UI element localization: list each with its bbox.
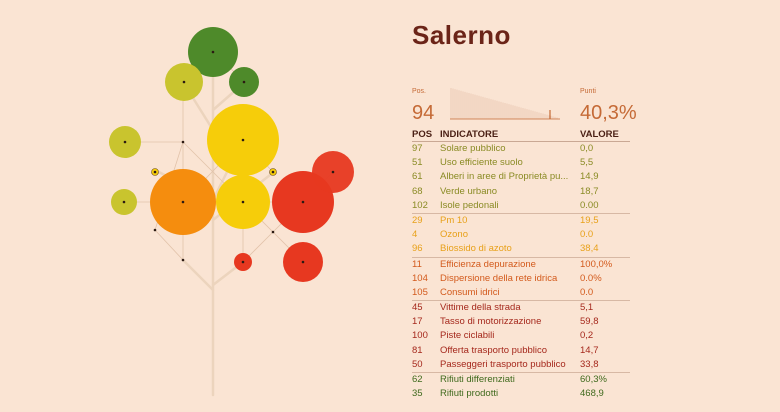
node-dots xyxy=(122,50,335,264)
row-value: 60,3% xyxy=(580,374,607,385)
row-value: 0.00 xyxy=(580,199,599,211)
row-pos: 105 xyxy=(412,286,428,298)
row-pos: 51 xyxy=(412,157,423,169)
table-row: 45 Vittime della strada 5,1 xyxy=(412,300,630,315)
row-value: 19,5 xyxy=(580,214,599,226)
table-row: 105 Consumi idrici 0.0 xyxy=(412,286,630,300)
row-pos: 97 xyxy=(412,143,423,154)
row-pos: 68 xyxy=(412,185,423,197)
tree-chart xyxy=(109,27,354,397)
row-pos: 104 xyxy=(412,272,428,284)
table-row: 17 Tasso di motorizzazione 59,8 xyxy=(412,315,630,329)
header-indicator: INDICATORE xyxy=(440,129,499,140)
table-row: 62 Rifiuti differenziati 60,3% xyxy=(412,372,630,387)
row-indicator: Piste ciclabili xyxy=(440,330,495,342)
row-value: 14,9 xyxy=(580,171,599,183)
row-pos: 45 xyxy=(412,302,423,314)
row-pos: 102 xyxy=(412,199,428,211)
header-pos: POS xyxy=(412,129,433,140)
row-value: 5,1 xyxy=(580,302,594,314)
row-indicator: Biossido di azoto xyxy=(440,243,512,255)
row-value: 100,0% xyxy=(580,258,613,270)
header-divider xyxy=(412,141,630,142)
row-indicator: Dispersione della rete idrica xyxy=(440,272,558,284)
row-indicator: Vittime della strada xyxy=(440,302,521,314)
table-row: 35 Rifiuti prodotti 468,9 xyxy=(412,387,630,401)
table-row: 100 Piste ciclabili 0,2 xyxy=(412,329,630,343)
row-indicator: Rifiuti prodotti xyxy=(440,388,499,400)
city-title: Salerno xyxy=(412,20,511,50)
row-value: 0,0 xyxy=(580,143,594,154)
row-value: 0.0 xyxy=(580,286,594,298)
table-row: 61 Alberi in aree di Proprietà pu... 14,9 xyxy=(412,170,630,184)
row-value: 59,8 xyxy=(580,316,599,328)
row-indicator: Consumi idrici xyxy=(440,286,500,298)
row-indicator: Passeggeri trasporto pubblico xyxy=(440,358,566,370)
row-value: 38,4 xyxy=(580,243,599,255)
row-value: 18,7 xyxy=(580,185,599,197)
indicator-table: 97 Solare pubblico 0,0 51 Uso efficiente suo… xyxy=(412,142,630,401)
row-indicator: Rifiuti differenziati xyxy=(440,374,515,385)
row-pos: 11 xyxy=(412,258,422,270)
row-value: 5,5 xyxy=(580,157,594,169)
table-row: 4 Ozono 0.0 xyxy=(412,228,630,242)
row-indicator: Solare pubblico xyxy=(440,143,506,154)
table-row: 97 Solare pubblico 0,0 xyxy=(412,142,630,156)
row-pos: 17 xyxy=(412,316,423,328)
table-row: 81 Offerta trasporto pubblico 14,7 xyxy=(412,344,630,358)
row-indicator: Verde urbano xyxy=(440,185,498,197)
row-value: 0,2 xyxy=(580,330,594,342)
row-indicator: Pm 10 xyxy=(440,214,468,226)
row-pos: 81 xyxy=(412,344,423,356)
table-row: 51 Uso efficiente suolo 5,5 xyxy=(412,156,630,170)
row-pos: 61 xyxy=(412,171,423,183)
table-row: 11 Efficienza depurazione 100,0% xyxy=(412,256,630,272)
table-row: 104 Dispersione della rete idrica 0.0% xyxy=(412,272,630,286)
row-pos: 50 xyxy=(412,358,423,370)
row-indicator: Isole pedonali xyxy=(440,199,499,211)
row-indicator: Efficienza depurazione xyxy=(440,258,536,270)
table-row: 29 Pm 10 19,5 xyxy=(412,212,630,228)
table-row: 96 Biossido di azoto 38,4 xyxy=(412,242,630,256)
pos-value: 94 xyxy=(412,102,435,124)
row-indicator: Uso efficiente suolo xyxy=(440,157,523,169)
row-indicator: Tasso di motorizzazione xyxy=(440,316,542,328)
row-pos: 29 xyxy=(412,214,423,226)
rank-sparkline xyxy=(450,88,560,120)
row-pos: 62 xyxy=(412,374,423,385)
table-row: 102 Isole pedonali 0.00 xyxy=(412,199,630,213)
indicator-circles xyxy=(109,27,354,282)
row-pos: 4 xyxy=(412,229,418,241)
row-pos: 35 xyxy=(412,388,423,400)
points-label: Punti xyxy=(580,88,596,95)
row-value: 14,7 xyxy=(580,344,599,356)
row-value: 468,9 xyxy=(580,388,604,400)
row-value: 0.0% xyxy=(580,272,602,284)
row-indicator: Offerta trasporto pubblico xyxy=(440,344,548,356)
header-value: VALORE xyxy=(580,129,619,140)
row-pos: 100 xyxy=(412,330,428,342)
row-value: 0.0 xyxy=(580,229,594,241)
row-indicator: Ozono xyxy=(440,229,468,241)
row-pos: 96 xyxy=(412,243,423,255)
table-row: 68 Verde urbano 18,7 xyxy=(412,185,630,199)
city-panel: Salerno Pos. 94 Punti 40,3% POS INDICATO… xyxy=(412,0,780,412)
row-indicator: Alberi in aree di Proprietà pu... xyxy=(440,171,569,183)
table-row: 50 Passeggeri trasporto pubblico 33,8 xyxy=(412,358,630,372)
points-value: 40,3% xyxy=(580,102,637,124)
row-value: 33,8 xyxy=(580,358,599,370)
pos-label: Pos. xyxy=(412,88,427,95)
